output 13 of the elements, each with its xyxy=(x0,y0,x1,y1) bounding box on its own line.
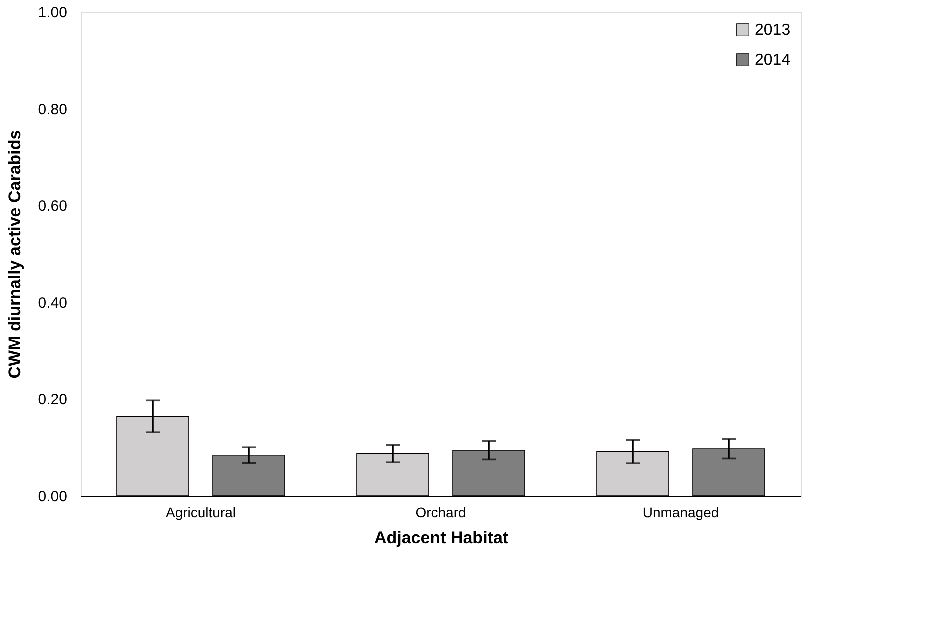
x-tick-label: Agricultural xyxy=(166,504,236,520)
x-axis-title: Adjacent Habitat xyxy=(374,528,509,548)
y-tick-label: 1.00 xyxy=(38,4,68,22)
legend-label: 2013 xyxy=(755,22,791,39)
x-tick-label: Unmanaged xyxy=(642,504,720,520)
y-tick-label: 0.00 xyxy=(38,488,68,506)
y-tick-label: 0.40 xyxy=(38,294,68,312)
y-tick-label: 0.20 xyxy=(38,392,68,409)
x-tick-label: Orchard xyxy=(416,504,466,520)
legend-label: 2014 xyxy=(755,52,791,69)
y-axis-title: CWM diurnally active Carabids xyxy=(5,130,24,379)
y-tick-label: 0.60 xyxy=(38,198,68,216)
y-tick-label: 0.80 xyxy=(38,101,68,118)
